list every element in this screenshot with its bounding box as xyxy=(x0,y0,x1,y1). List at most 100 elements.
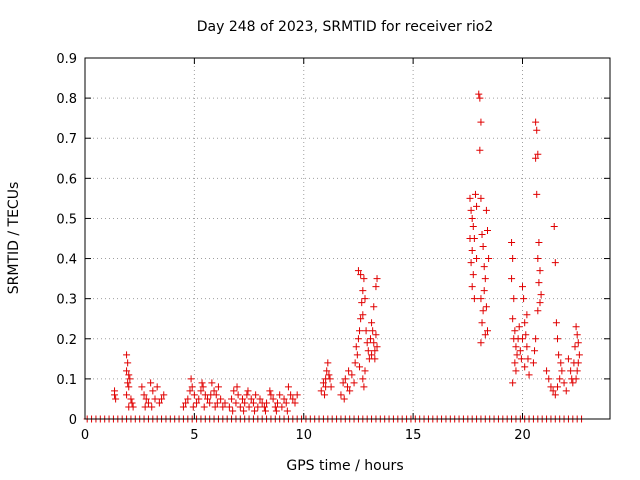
data-point xyxy=(477,295,485,303)
data-point xyxy=(274,399,281,407)
data-point xyxy=(516,347,524,355)
data-point xyxy=(533,190,541,198)
data-point xyxy=(125,383,133,391)
data-point xyxy=(510,295,518,303)
data-point xyxy=(573,331,581,339)
y-tick-label: 0.2 xyxy=(56,333,77,348)
data-point xyxy=(282,399,290,407)
data-point xyxy=(234,391,242,399)
y-tick-label: 0.9 xyxy=(56,52,77,67)
data-point xyxy=(359,375,367,383)
data-point xyxy=(554,383,561,391)
y-tick-label: 0.8 xyxy=(56,92,77,107)
x-tick-label: 15 xyxy=(405,428,422,443)
data-point xyxy=(144,399,152,407)
data-point xyxy=(557,359,565,367)
data-point xyxy=(535,239,543,247)
data-point xyxy=(261,407,269,415)
x-tick-labels: 0 5 10 15 20 xyxy=(81,428,531,443)
data-point xyxy=(552,319,560,327)
data-point xyxy=(123,391,131,399)
data-point xyxy=(531,347,539,355)
data-point xyxy=(482,303,490,311)
data-point xyxy=(353,351,361,359)
data-point xyxy=(147,379,155,387)
data-point xyxy=(276,391,284,399)
data-point xyxy=(339,379,347,387)
data-point xyxy=(575,351,583,359)
data-point xyxy=(481,275,489,283)
data-point xyxy=(211,403,219,411)
data-point xyxy=(366,335,374,343)
y-tick-label: 0.3 xyxy=(56,293,77,308)
data-point xyxy=(291,399,299,407)
data-point xyxy=(536,299,544,307)
data-point xyxy=(513,351,521,359)
data-point xyxy=(470,295,478,303)
data-point xyxy=(480,263,488,271)
data-point xyxy=(534,150,542,158)
data-point xyxy=(562,387,570,395)
data-point xyxy=(189,403,197,411)
data-point xyxy=(509,255,517,263)
data-point xyxy=(247,395,255,403)
data-point xyxy=(283,407,291,415)
data-point xyxy=(543,367,551,375)
data-point xyxy=(479,243,487,251)
data-point xyxy=(549,387,557,395)
data-point xyxy=(251,407,259,415)
data-point xyxy=(551,391,559,399)
data-point xyxy=(217,395,225,403)
x-tick-label: 0 xyxy=(81,428,89,443)
data-point xyxy=(572,375,580,383)
data-point xyxy=(482,206,490,214)
data-point xyxy=(555,351,563,359)
data-point xyxy=(197,387,205,395)
data-point xyxy=(289,395,297,403)
x-tick-label: 10 xyxy=(295,428,312,443)
data-point xyxy=(525,371,533,379)
data-point xyxy=(341,375,349,383)
data-point xyxy=(346,387,354,395)
data-point xyxy=(509,315,517,323)
data-point xyxy=(123,367,131,375)
data-point xyxy=(521,319,529,327)
data-point xyxy=(190,391,198,399)
data-point xyxy=(221,399,229,407)
data-point xyxy=(484,327,491,335)
data-point xyxy=(214,383,222,391)
data-point xyxy=(124,359,132,367)
data-point xyxy=(287,391,295,399)
data-point xyxy=(523,311,531,319)
data-point xyxy=(509,379,517,387)
data-point xyxy=(481,331,489,339)
data-point xyxy=(356,363,364,371)
data-point xyxy=(267,391,275,399)
data-point xyxy=(126,375,134,383)
data-point xyxy=(245,403,253,411)
y-tick-label: 0 xyxy=(69,413,77,428)
data-point xyxy=(370,303,378,311)
data-point xyxy=(149,387,157,395)
data-point xyxy=(142,395,150,403)
data-point xyxy=(517,355,525,363)
data-point xyxy=(198,379,206,387)
data-point xyxy=(179,403,187,411)
data-point xyxy=(348,371,356,379)
data-point xyxy=(532,154,540,162)
data-point xyxy=(372,283,380,291)
y-tick-label: 0.4 xyxy=(56,253,77,268)
data-point xyxy=(364,347,372,355)
data-point xyxy=(573,367,581,375)
data-point xyxy=(523,343,531,351)
data-point xyxy=(475,90,483,98)
data-point xyxy=(357,271,365,279)
data-point xyxy=(485,255,493,263)
data-point xyxy=(560,379,568,387)
data-point xyxy=(269,395,277,403)
data-point xyxy=(323,367,331,375)
data-point xyxy=(293,391,301,399)
data-point xyxy=(473,202,481,210)
data-point xyxy=(236,403,244,411)
data-point xyxy=(551,259,559,267)
